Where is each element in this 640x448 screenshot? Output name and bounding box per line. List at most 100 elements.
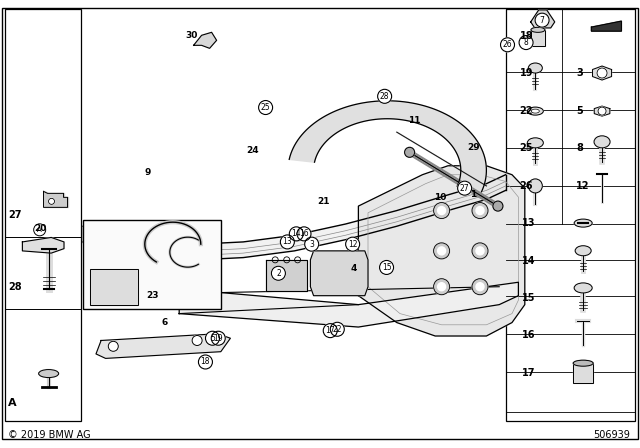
- Circle shape: [49, 198, 54, 204]
- Polygon shape: [193, 32, 216, 48]
- Text: 17: 17: [522, 368, 535, 378]
- Polygon shape: [531, 10, 555, 28]
- Text: 14: 14: [291, 229, 301, 238]
- Text: 28: 28: [380, 92, 389, 101]
- Text: 11: 11: [408, 116, 421, 125]
- Circle shape: [529, 179, 542, 193]
- Text: 27: 27: [460, 184, 470, 193]
- Circle shape: [108, 341, 118, 351]
- Circle shape: [434, 279, 449, 295]
- Circle shape: [434, 243, 449, 259]
- Text: 19: 19: [213, 334, 223, 343]
- Circle shape: [493, 201, 503, 211]
- Circle shape: [476, 283, 484, 291]
- Text: 26: 26: [520, 181, 533, 191]
- Text: 3: 3: [576, 68, 583, 78]
- Text: 19: 19: [520, 68, 533, 78]
- Polygon shape: [289, 101, 486, 192]
- Ellipse shape: [527, 138, 543, 148]
- Circle shape: [297, 227, 311, 241]
- Circle shape: [289, 227, 303, 241]
- Ellipse shape: [531, 27, 545, 32]
- Ellipse shape: [531, 109, 540, 113]
- Text: © 2019 BMW AG: © 2019 BMW AG: [8, 430, 90, 439]
- Text: 25: 25: [260, 103, 271, 112]
- Circle shape: [346, 237, 360, 251]
- Text: 10: 10: [434, 193, 447, 202]
- Text: 24: 24: [246, 146, 259, 155]
- Circle shape: [500, 38, 515, 52]
- Circle shape: [458, 181, 472, 195]
- Text: 4: 4: [350, 264, 356, 273]
- Text: 12: 12: [348, 240, 357, 249]
- Bar: [5, 9, 81, 421]
- Circle shape: [271, 266, 285, 280]
- Text: 15: 15: [381, 263, 392, 272]
- Circle shape: [280, 235, 294, 249]
- Text: 9: 9: [144, 168, 150, 177]
- Circle shape: [598, 107, 606, 115]
- Circle shape: [438, 207, 445, 215]
- Polygon shape: [22, 237, 64, 253]
- Text: 5: 5: [210, 334, 215, 343]
- Circle shape: [438, 283, 445, 291]
- Circle shape: [205, 331, 220, 345]
- Text: 7: 7: [540, 16, 545, 25]
- Polygon shape: [179, 282, 518, 327]
- Bar: [90, 269, 138, 305]
- Text: 28: 28: [8, 282, 22, 292]
- Text: A: A: [37, 227, 42, 233]
- Ellipse shape: [575, 246, 591, 256]
- Text: 506939: 506939: [593, 430, 630, 439]
- Ellipse shape: [573, 360, 593, 366]
- Bar: [531, 30, 545, 46]
- Ellipse shape: [574, 283, 592, 293]
- Polygon shape: [358, 166, 525, 336]
- Text: 8: 8: [576, 143, 583, 153]
- Bar: [90, 269, 138, 305]
- Circle shape: [519, 35, 533, 50]
- Polygon shape: [266, 260, 307, 291]
- Text: 8: 8: [524, 38, 529, 47]
- Circle shape: [438, 247, 445, 255]
- Text: 25: 25: [520, 143, 533, 153]
- Text: A: A: [8, 398, 17, 408]
- Ellipse shape: [527, 107, 543, 115]
- Text: 20: 20: [34, 224, 47, 233]
- Circle shape: [476, 207, 484, 215]
- Bar: [531, 30, 545, 46]
- Text: 22: 22: [333, 325, 342, 334]
- Circle shape: [192, 336, 202, 345]
- Polygon shape: [310, 251, 368, 296]
- Polygon shape: [96, 334, 230, 358]
- Text: 3: 3: [309, 240, 314, 249]
- Text: 15: 15: [522, 293, 535, 303]
- Text: 14: 14: [522, 256, 535, 266]
- Text: 13: 13: [282, 237, 292, 246]
- Circle shape: [198, 355, 212, 369]
- Circle shape: [305, 237, 319, 251]
- Circle shape: [472, 279, 488, 295]
- Circle shape: [404, 147, 415, 157]
- Text: 12: 12: [576, 181, 589, 191]
- Polygon shape: [44, 191, 68, 207]
- Text: 23: 23: [147, 291, 159, 300]
- Polygon shape: [591, 21, 621, 31]
- Text: 1: 1: [470, 190, 477, 199]
- Text: 2: 2: [276, 269, 281, 278]
- Text: 16: 16: [299, 229, 309, 238]
- Ellipse shape: [594, 136, 610, 148]
- Circle shape: [380, 260, 394, 275]
- Text: 30: 30: [186, 31, 198, 40]
- Circle shape: [259, 100, 273, 115]
- Text: 13: 13: [522, 218, 535, 228]
- Bar: [573, 363, 593, 383]
- Circle shape: [476, 247, 484, 255]
- Polygon shape: [595, 106, 610, 116]
- Text: 5: 5: [576, 106, 583, 116]
- Circle shape: [597, 68, 607, 78]
- Circle shape: [472, 202, 488, 219]
- Polygon shape: [83, 175, 506, 260]
- Circle shape: [378, 89, 392, 103]
- Text: 17: 17: [325, 326, 335, 335]
